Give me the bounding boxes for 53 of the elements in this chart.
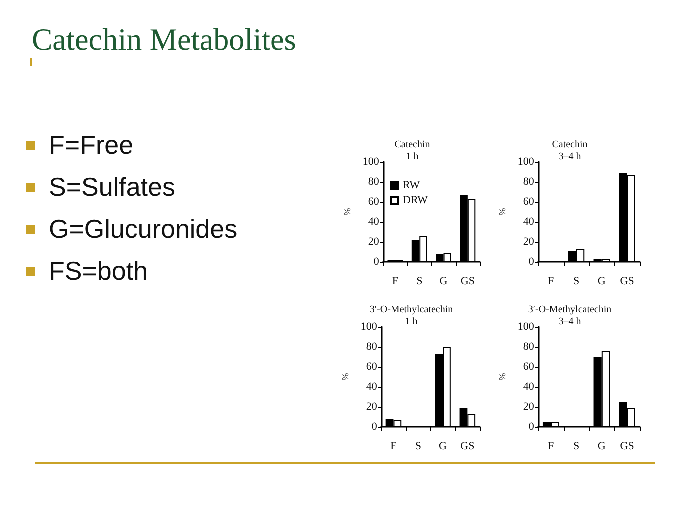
y-axis-title: %: [342, 208, 352, 216]
y-axis-title: %: [340, 372, 350, 381]
x-tick-label: F: [390, 440, 397, 452]
text: FS=both: [49, 256, 148, 286]
y-tick-label: 0: [528, 421, 535, 433]
x-tick-label: GS: [460, 276, 475, 288]
text: S=Sulfates: [49, 172, 176, 202]
y-tick-label: 80: [366, 341, 378, 353]
x-tick-label: G: [598, 276, 606, 288]
y-tick-label: 40: [523, 381, 535, 393]
y-tick-label: 40: [523, 216, 535, 228]
y-tick-label: 100: [362, 156, 380, 168]
y-tick-label: 100: [518, 321, 535, 333]
y-tick-label: 80: [368, 176, 380, 188]
text: G=Glucuronides: [49, 214, 238, 244]
y-tick-label: 40: [368, 216, 380, 228]
y-tick-label: 60: [523, 361, 535, 373]
legend-label: RW: [403, 180, 421, 192]
x-tick-label: S: [415, 440, 422, 452]
y-tick-label: 20: [368, 236, 380, 248]
y-tick-label: 20: [366, 401, 378, 413]
legend-label: DRW: [403, 194, 429, 206]
y-tick-label: 0: [528, 256, 535, 268]
y-tick-label: 20: [523, 401, 535, 413]
x-tick-label: F: [548, 440, 554, 452]
x-tick-label: S: [573, 440, 580, 452]
x-tick-label: F: [548, 276, 554, 288]
y-axis-title: %: [498, 372, 508, 381]
y-axis-title: %: [498, 208, 508, 216]
y-tick-label: 20: [523, 236, 535, 248]
x-tick-label: F: [392, 276, 399, 288]
x-tick-label: G: [440, 276, 448, 288]
x-tick-label: G: [439, 440, 448, 452]
y-tick-label: 60: [523, 196, 535, 208]
text: F=Free: [49, 130, 134, 160]
chart-title: Catechin 1 h: [394, 140, 430, 162]
x-tick-label: S: [416, 276, 423, 288]
text: Catechin Metabolites: [32, 22, 296, 58]
x-tick-label: GS: [460, 440, 475, 452]
y-tick-label: 60: [366, 361, 378, 373]
y-tick-label: 0: [372, 421, 378, 433]
y-tick-label: 80: [523, 341, 535, 353]
y-tick-label: 60: [368, 196, 380, 208]
x-tick-label: G: [598, 440, 606, 452]
y-tick-label: 0: [374, 256, 380, 268]
y-tick-label: 100: [360, 321, 378, 333]
x-tick-label: GS: [620, 276, 634, 288]
x-tick-label: S: [573, 276, 580, 288]
y-tick-label: 40: [366, 381, 378, 393]
y-tick-label: 100: [518, 156, 535, 168]
chart-title: Catechin 3–4 h: [552, 140, 588, 162]
y-tick-label: 80: [523, 176, 535, 188]
x-tick-label: GS: [620, 440, 634, 452]
